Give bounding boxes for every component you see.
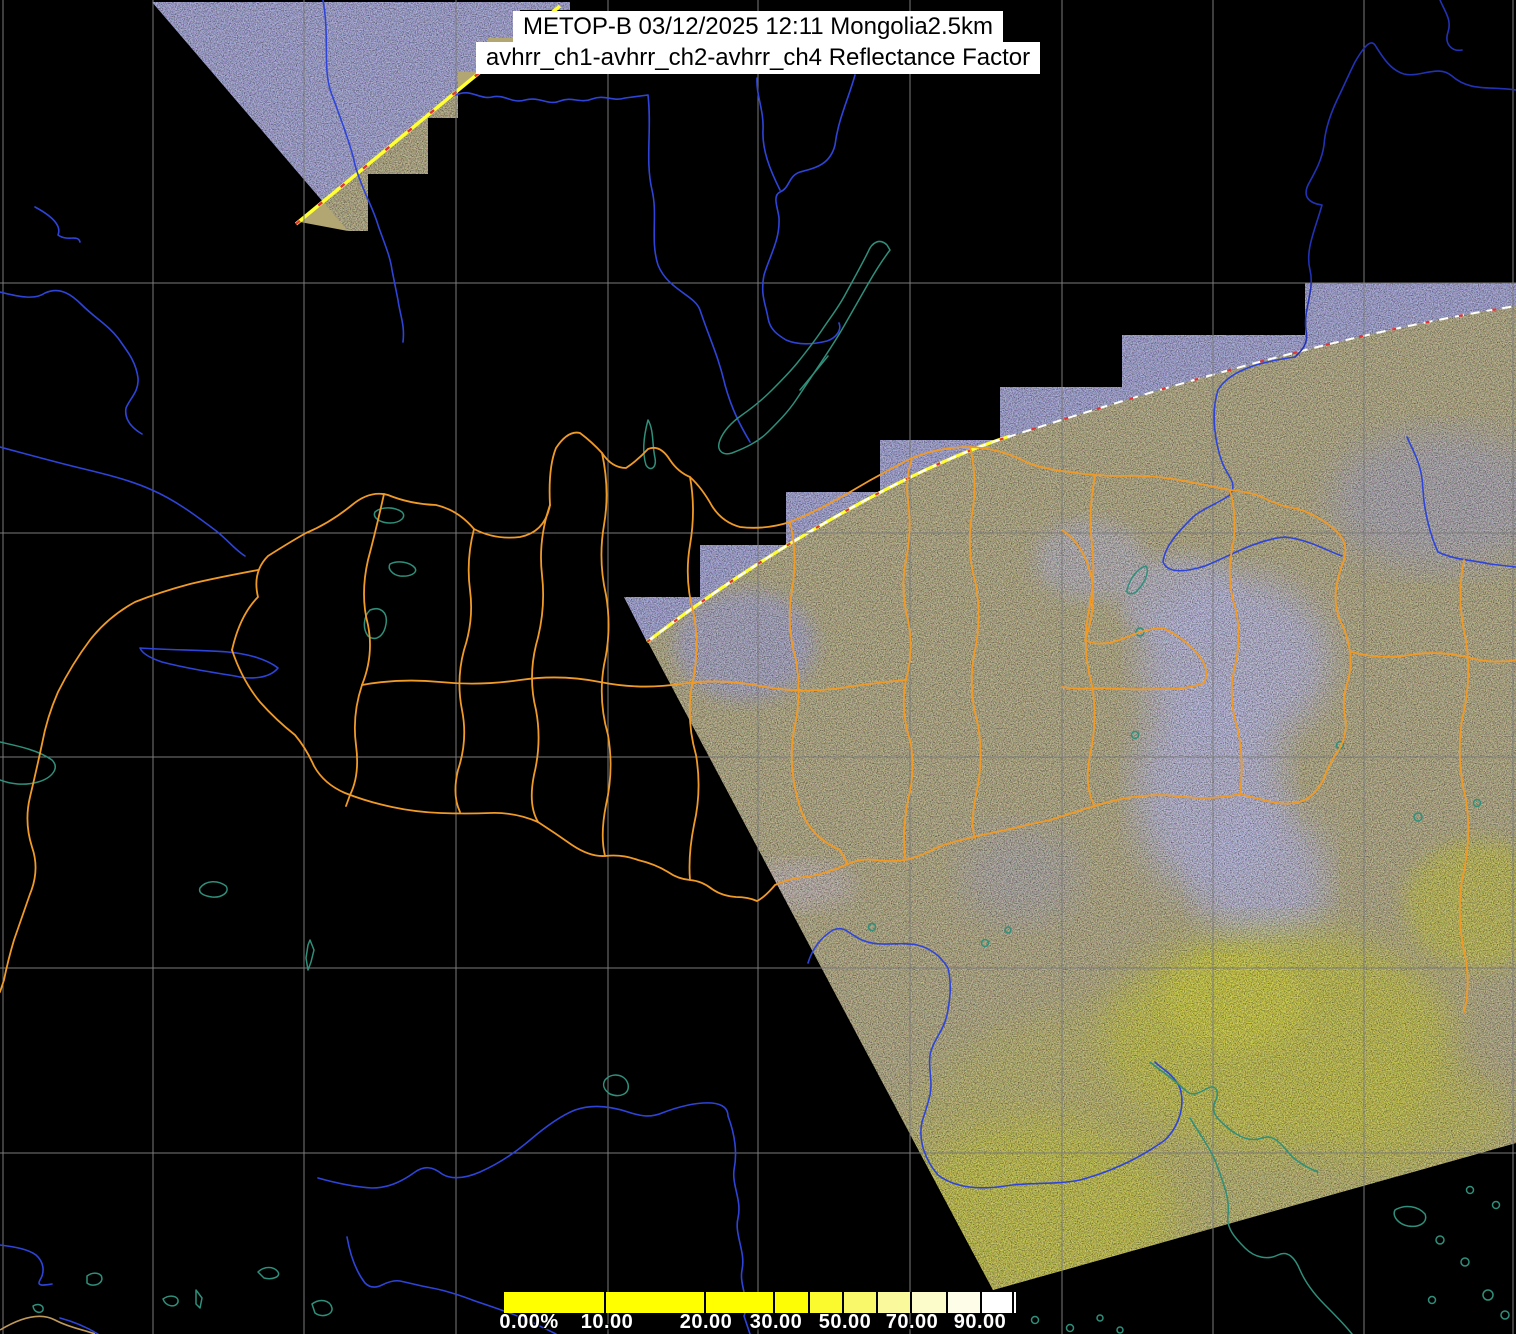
olkhon-island xyxy=(799,355,829,391)
lake xyxy=(980,938,990,948)
river xyxy=(756,77,781,191)
island xyxy=(1030,1315,1040,1325)
lake xyxy=(867,922,877,932)
lake-balkhash-outline xyxy=(139,647,279,679)
river xyxy=(1294,42,1516,358)
border-russia-china xyxy=(1458,559,1470,1013)
lake xyxy=(1413,812,1423,822)
lake xyxy=(602,1074,629,1097)
border-internal xyxy=(361,676,907,692)
river xyxy=(346,1236,557,1334)
product-title-line1: METOP-B 03/12/2025 12:11 Mongolia2.5km xyxy=(512,11,1004,43)
island xyxy=(1465,1185,1475,1195)
river xyxy=(761,74,856,345)
island xyxy=(1096,1314,1104,1322)
coastline xyxy=(0,741,56,785)
lake xyxy=(1130,730,1140,740)
border-internal xyxy=(1084,475,1096,806)
border-internal xyxy=(454,528,475,813)
river xyxy=(807,927,1183,1189)
island xyxy=(1500,1310,1510,1320)
product-title: METOP-B 03/12/2025 12:11 Mongolia2.5km a… xyxy=(0,11,1516,74)
product-title-line2: avhrr_ch1-avhrr_ch2-avhrr_ch4 Reflectanc… xyxy=(475,42,1041,74)
island xyxy=(1393,1205,1427,1228)
river xyxy=(0,1244,53,1286)
river xyxy=(1439,0,1463,52)
border-coast-fragment xyxy=(0,1315,96,1334)
river xyxy=(0,289,143,435)
border-internal xyxy=(686,476,700,881)
island xyxy=(1491,1200,1501,1210)
border-internal xyxy=(968,446,982,839)
lake-baikal-outline xyxy=(718,240,891,455)
lake xyxy=(1472,798,1482,808)
island xyxy=(1460,1257,1470,1267)
lake xyxy=(305,939,315,971)
border-internal xyxy=(345,493,385,807)
coastline-korea xyxy=(1189,1117,1353,1334)
border-internal xyxy=(1351,651,1516,663)
lake xyxy=(162,1295,179,1307)
island xyxy=(1482,1289,1494,1301)
lake xyxy=(1004,926,1012,934)
river xyxy=(317,1102,751,1334)
lake xyxy=(311,1299,333,1317)
lake xyxy=(1135,627,1145,637)
lake xyxy=(32,1303,44,1314)
lake xyxy=(363,608,388,640)
lake xyxy=(643,419,657,470)
island xyxy=(1116,1326,1124,1334)
river xyxy=(1162,356,1343,572)
border-mongolia-south xyxy=(231,649,1241,902)
river xyxy=(322,0,405,343)
terminator-line-right xyxy=(646,304,1516,644)
border-internal xyxy=(600,452,612,857)
terminator-white-dashes xyxy=(646,305,1516,643)
lake xyxy=(388,561,417,577)
river xyxy=(59,1317,99,1334)
river xyxy=(455,91,751,443)
river xyxy=(0,446,246,557)
border-internal xyxy=(1061,529,1208,691)
border-west-asia xyxy=(0,569,259,993)
lake xyxy=(198,881,228,898)
lake xyxy=(257,1266,280,1280)
lakes-coastlines-layer xyxy=(0,240,1510,1334)
river xyxy=(1406,436,1516,568)
border-internal xyxy=(1228,489,1243,795)
river xyxy=(34,206,81,243)
borders-layer xyxy=(0,431,1516,1334)
island xyxy=(1065,1323,1075,1333)
lake xyxy=(1126,565,1148,595)
border-internal xyxy=(788,521,849,865)
island xyxy=(1435,1235,1445,1245)
lake xyxy=(86,1272,103,1286)
coastline-bohai xyxy=(1149,1061,1319,1173)
island xyxy=(1427,1295,1437,1305)
border-internal xyxy=(530,504,551,823)
border-internal xyxy=(902,457,914,859)
lake xyxy=(195,1289,203,1309)
